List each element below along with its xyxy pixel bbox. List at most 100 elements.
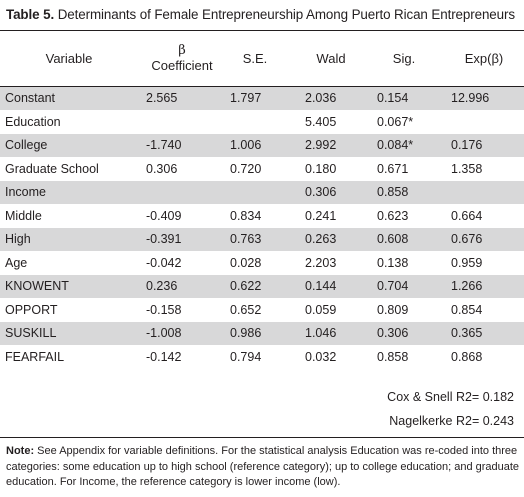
- cell-variable: OPPORT: [5, 302, 58, 317]
- cell-coefficient: 0.236: [146, 279, 178, 293]
- cox-snell-r2: Cox & Snell R2= 0.182: [387, 390, 514, 404]
- cell-se: 1.797: [230, 91, 262, 105]
- table-title-text: Determinants of Female Entrepreneurship …: [57, 7, 515, 22]
- table-row: FEARFAIL -0.142 0.794 0.032 0.858 0.868: [0, 346, 524, 370]
- cell-sig: 0.623: [377, 208, 409, 223]
- header-exp: Exp(β): [448, 31, 520, 86]
- cell-sig: 0.608: [377, 232, 409, 246]
- table-body: Constant 2.565 1.797 2.036 0.154 12.996 …: [0, 87, 524, 369]
- cell-sig: 0.858: [377, 185, 409, 199]
- cell-variable: Age: [5, 255, 28, 270]
- cell-coefficient: -0.391: [146, 232, 182, 246]
- header-beta-symbol: β: [178, 43, 186, 58]
- header-coefficient-label: Coefficient: [151, 58, 213, 73]
- cell-variable: Graduate School: [5, 161, 99, 176]
- cell-sig: 0.306: [377, 326, 409, 340]
- cell-exp: 1.266: [451, 279, 483, 293]
- cell-exp: 0.868: [451, 349, 483, 364]
- cell-wald: 1.046: [305, 326, 337, 340]
- cell-se: 0.986: [230, 326, 262, 340]
- cell-variable: SUSKILL: [5, 326, 57, 340]
- header-variable-label: Variable: [45, 51, 93, 66]
- cell-sig: 0.084*: [377, 138, 414, 152]
- header-sig: Sig.: [375, 31, 433, 86]
- cell-se: 0.763: [230, 232, 262, 246]
- cell-coefficient: -0.158: [146, 302, 182, 317]
- table-label: Table 5.: [6, 7, 55, 22]
- table-header: Variable β Coefficient S.E. Wald Sig. Ex…: [0, 31, 524, 86]
- table-row: Middle -0.409 0.834 0.241 0.623 0.664: [0, 205, 524, 229]
- header-se: S.E.: [226, 31, 284, 86]
- header-coefficient: β Coefficient: [138, 31, 226, 86]
- cell-variable: FEARFAIL: [5, 349, 65, 364]
- cell-exp: 0.854: [451, 302, 483, 317]
- cell-coefficient: -0.409: [146, 208, 182, 223]
- header-sig-label: Sig.: [392, 51, 416, 66]
- table-row: High -0.391 0.763 0.263 0.608 0.676: [0, 228, 524, 252]
- table-title: Table 5. Determinants of Female Entrepre…: [6, 7, 515, 22]
- cell-wald: 0.306: [305, 185, 337, 199]
- cell-exp: 1.358: [451, 161, 483, 176]
- cell-se: 0.652: [230, 302, 262, 317]
- table-row: Age -0.042 0.028 2.203 0.138 0.959: [0, 252, 524, 276]
- header-exp-label: Exp(β): [464, 51, 504, 66]
- cell-wald: 0.241: [305, 208, 337, 223]
- cell-se: 0.028: [230, 255, 262, 270]
- note-text: See Appendix for variable definitions. F…: [6, 445, 520, 488]
- header-rule: [0, 86, 524, 87]
- table-row: KNOWENT 0.236 0.622 0.144 0.704 1.266: [0, 275, 524, 299]
- cell-wald: 5.405: [305, 114, 337, 129]
- table-row: Income 0.306 0.858: [0, 181, 524, 205]
- cell-se: 0.720: [230, 161, 262, 176]
- cell-wald: 0.144: [305, 279, 337, 293]
- header-variable: Variable: [0, 31, 138, 86]
- header-wald: Wald: [302, 31, 360, 86]
- cell-wald: 2.203: [305, 255, 337, 270]
- table-row: OPPORT -0.158 0.652 0.059 0.809 0.854: [0, 299, 524, 323]
- cell-variable: Education: [5, 114, 61, 129]
- cell-exp: 0.365: [451, 326, 483, 340]
- cell-wald: 2.992: [305, 138, 337, 152]
- cell-wald: 2.036: [305, 91, 337, 105]
- cell-sig: 0.671: [377, 161, 409, 176]
- note-label: Note:: [6, 445, 35, 457]
- cell-sig: 0.809: [377, 302, 409, 317]
- cell-variable: Income: [5, 185, 46, 199]
- cell-sig: 0.138: [377, 255, 409, 270]
- cell-exp: 0.959: [451, 255, 483, 270]
- cell-exp: 0.676: [451, 232, 483, 246]
- cell-sig: 0.067*: [377, 114, 414, 129]
- cell-variable: Constant: [5, 91, 56, 105]
- top-rule: [0, 30, 524, 31]
- cell-wald: 0.180: [305, 161, 337, 176]
- cell-se: 0.794: [230, 349, 262, 364]
- cell-se: 1.006: [230, 138, 262, 152]
- cell-exp: 0.664: [451, 208, 483, 223]
- cell-variable: KNOWENT: [5, 279, 69, 293]
- cell-coefficient: -0.142: [146, 349, 182, 364]
- table-row: College -1.740 1.006 2.992 0.084* 0.176: [0, 134, 524, 158]
- cell-se: 0.622: [230, 279, 262, 293]
- table-note: Note: See Appendix for variable definiti…: [6, 444, 520, 491]
- cell-coefficient: 0.306: [146, 161, 178, 176]
- header-wald-label: Wald: [316, 51, 346, 66]
- cell-coefficient: 2.565: [146, 91, 178, 105]
- cell-variable: Middle: [5, 208, 42, 223]
- cell-variable: High: [5, 232, 31, 246]
- header-se-label: S.E.: [242, 51, 268, 66]
- cell-se: 0.834: [230, 208, 262, 223]
- cell-exp: 12.996: [451, 91, 490, 105]
- cell-sig: 0.154: [377, 91, 409, 105]
- table-row: Constant 2.565 1.797 2.036 0.154 12.996: [0, 87, 524, 111]
- cell-wald: 0.263: [305, 232, 337, 246]
- cell-sig: 0.858: [377, 349, 409, 364]
- cell-coefficient: -1.008: [146, 326, 182, 340]
- table-row: SUSKILL -1.008 0.986 1.046 0.306 0.365: [0, 322, 524, 346]
- nagelkerke-r2: Nagelkerke R2= 0.243: [389, 414, 514, 428]
- cell-sig: 0.704: [377, 279, 409, 293]
- bottom-rule: [0, 437, 524, 438]
- cell-variable: College: [5, 138, 48, 152]
- cell-wald: 0.032: [305, 349, 337, 364]
- table-row: Education 5.405 0.067*: [0, 111, 524, 135]
